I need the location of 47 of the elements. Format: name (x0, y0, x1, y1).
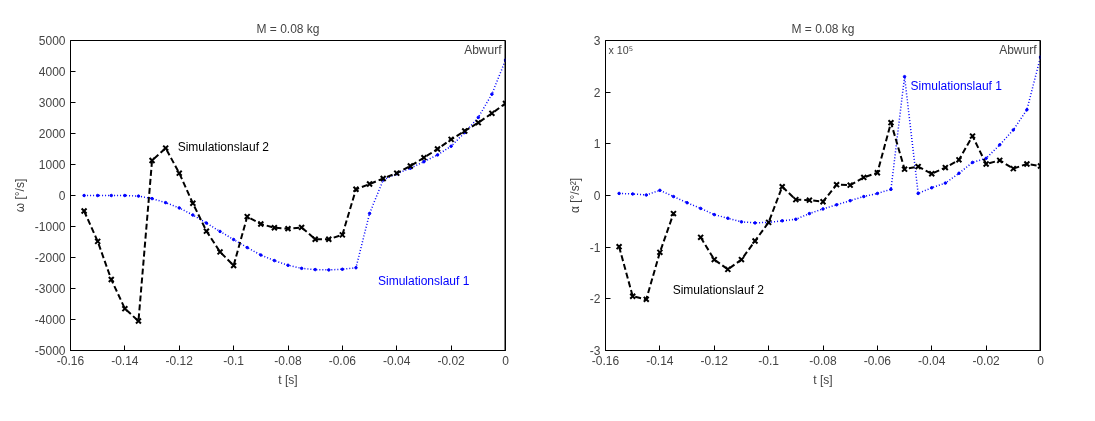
x-tick-label: -0.14 (111, 353, 139, 368)
y-tick-label: 2 (593, 85, 601, 100)
chart-title: M = 0.08 kg (791, 21, 855, 36)
x-tick-label: -0.06 (328, 353, 357, 368)
x-tick-label: 0 (1037, 353, 1045, 368)
y-tick-label: -5000 (34, 344, 66, 358)
x-tick-label: -0.02 (972, 353, 1001, 368)
y-axis-title: α [°/s²] (567, 177, 582, 214)
y-tick-label: -1000 (34, 220, 66, 234)
y-tick-label: 0 (58, 189, 66, 203)
y-tick-label: 1000 (38, 158, 66, 172)
x-tick-label: 0 (502, 353, 510, 368)
y-tick-label: -2000 (34, 251, 66, 265)
y-tick-label: 3000 (38, 96, 66, 110)
y-tick-label: -3 (589, 344, 601, 358)
x-tick-label: -0.04 (383, 353, 411, 368)
x-tick-label: -0.1 (223, 353, 245, 368)
y-tick-label: 2000 (38, 127, 66, 141)
x-axis-title: t [s] (278, 372, 298, 387)
x-tick-label: -0.12 (165, 353, 194, 368)
y-tick-label: 1 (593, 137, 601, 152)
x-axis-title: t [s] (813, 372, 833, 387)
x-tick-label: -0.06 (863, 353, 892, 368)
x-tick-label: -0.02 (437, 353, 466, 368)
series-label: Simulationslauf 1 (377, 273, 470, 288)
y-axis-title: ω [°/s] (12, 178, 27, 213)
ref-line-label: Abwurf (464, 42, 503, 57)
y-tick-label: -3000 (34, 282, 66, 296)
chart-title: M = 0.08 kg (256, 21, 320, 36)
x-tick-label: -0.14 (646, 353, 674, 368)
x-tick-label: -0.08 (809, 353, 837, 368)
y-tick-label: 3 (593, 34, 601, 48)
ref-line-label: Abwurf (999, 42, 1038, 57)
x-tick-label: -0.04 (918, 353, 946, 368)
series-label: Simulationslauf 1 (910, 78, 1003, 93)
y-tick-label: 0 (593, 189, 601, 203)
x-tick-label: -0.12 (700, 353, 729, 368)
series-label: Simulationslauf 2 (672, 283, 765, 298)
y-tick-label: -4000 (34, 313, 66, 327)
x-tick-label: -0.08 (274, 353, 302, 368)
y-tick-label: -1 (589, 240, 601, 255)
series-label: Simulationslauf 2 (177, 140, 270, 155)
x-tick-label: -0.1 (758, 353, 780, 368)
y-tick-label: 4000 (38, 65, 66, 79)
annotation: x 10⁵ (608, 43, 634, 56)
y-tick-label: -2 (589, 292, 601, 307)
y-tick-label: 5000 (38, 34, 66, 48)
